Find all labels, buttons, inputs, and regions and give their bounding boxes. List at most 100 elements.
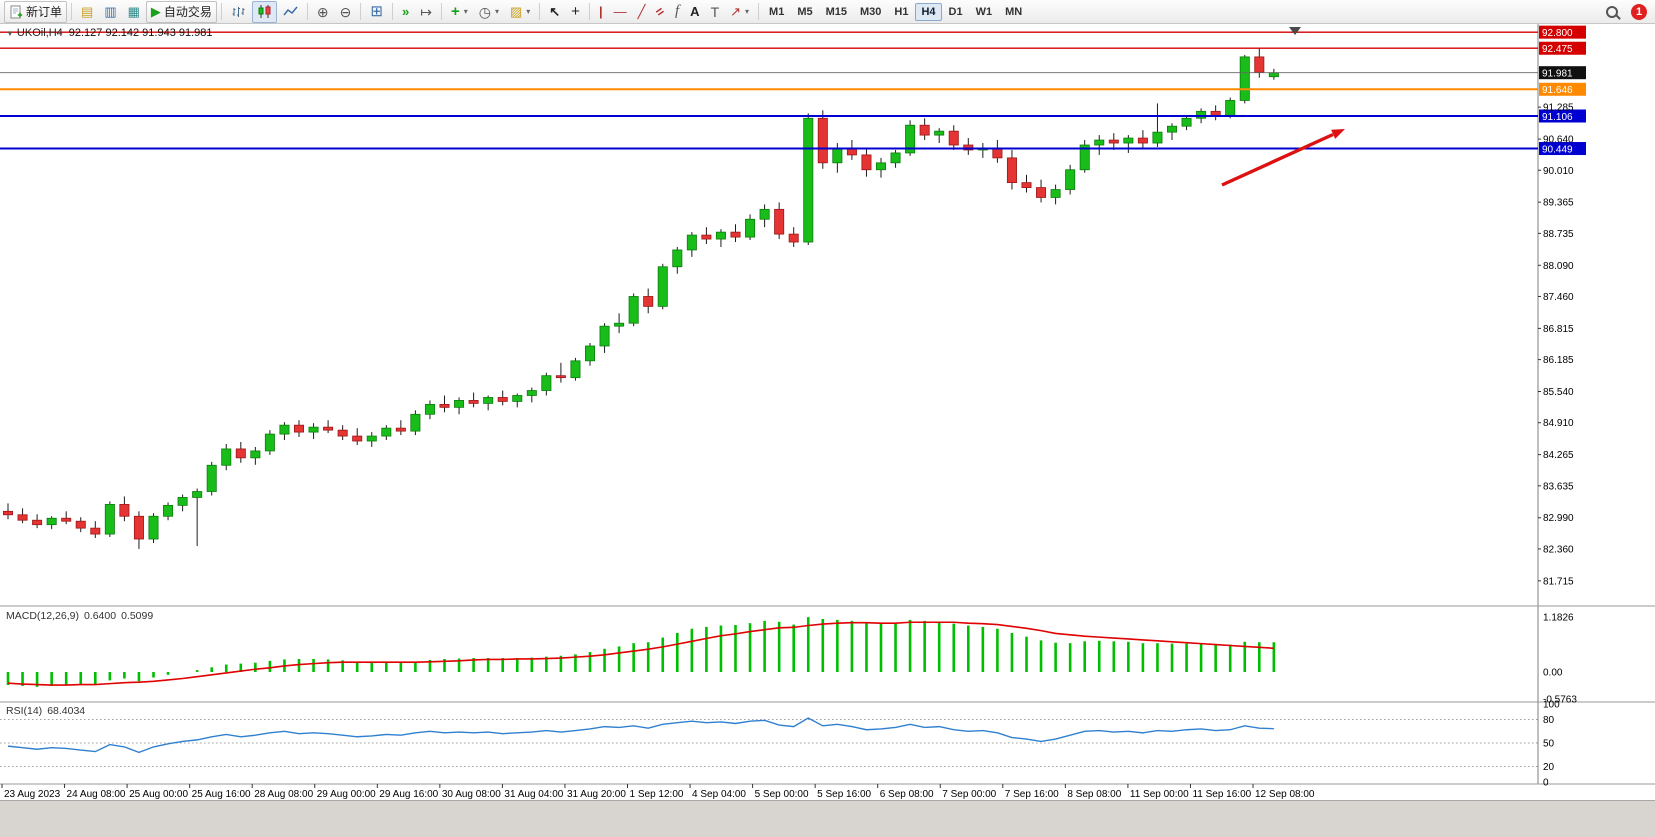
candlestick — [395, 420, 406, 436]
candlestick — [439, 395, 450, 413]
candlestick — [701, 227, 712, 245]
vertical-line-tool-button[interactable]: | — [594, 1, 608, 23]
candlestick — [788, 227, 799, 247]
svg-text:86.185: 86.185 — [1543, 355, 1574, 366]
rsi-indicator — [7, 717, 1274, 754]
svg-text:84.910: 84.910 — [1543, 418, 1574, 429]
svg-text:29 Aug 16:00: 29 Aug 16:00 — [379, 789, 438, 800]
svg-text:89.365: 89.365 — [1543, 198, 1574, 209]
candlestick — [308, 423, 319, 440]
notification-badge[interactable]: 1 — [1631, 3, 1647, 20]
pane-separators — [0, 24, 1655, 785]
candlestick — [75, 517, 86, 533]
chart-shift-button[interactable]: ↦ — [415, 1, 437, 23]
candlestick — [32, 514, 43, 529]
timeframe-m15-button[interactable]: M15 — [825, 5, 848, 18]
candlestick — [905, 120, 916, 156]
current-price-label — [1539, 66, 1586, 80]
svg-text:82.990: 82.990 — [1543, 513, 1574, 524]
timeframe-h4-button[interactable]: H4 — [915, 2, 942, 21]
svg-text:8 Sep 08:00: 8 Sep 08:00 — [1067, 789, 1121, 800]
candlestick — [555, 362, 566, 383]
candlestick — [1137, 130, 1148, 148]
templates-button[interactable]: ▨ ▾ — [505, 1, 535, 23]
candlestick — [1050, 184, 1061, 205]
svg-text:6 Sep 08:00: 6 Sep 08:00 — [880, 789, 934, 800]
search-button[interactable] — [1601, 1, 1623, 23]
crosshair-button[interactable]: + — [566, 1, 585, 23]
cursor-button[interactable]: ↖ — [544, 1, 565, 23]
candlestick — [61, 511, 72, 525]
candlestick — [876, 157, 887, 178]
candlestick — [643, 288, 654, 314]
rsi-label: RSI(14) 68.4034 — [6, 705, 85, 717]
text-label-tool-button[interactable]: T — [706, 1, 725, 23]
candlestick — [119, 496, 130, 522]
toolbar-separator — [306, 3, 308, 20]
text-tool-button[interactable]: A — [685, 1, 704, 23]
candlestick — [570, 357, 581, 381]
candlestick — [104, 501, 115, 538]
zoom-in-button[interactable]: ⊕ — [312, 1, 334, 23]
svg-text:92.475: 92.475 — [1542, 44, 1573, 55]
auto-scroll-button[interactable]: » — [397, 1, 414, 23]
timeframe-d1-button[interactable]: D1 — [948, 5, 963, 18]
horizontal-lines-layer[interactable] — [0, 31, 1538, 150]
fibonacci-tool-button[interactable]: f — [670, 1, 684, 23]
line-chart-button[interactable] — [278, 1, 303, 23]
autotrading-play-icon: ▶ — [150, 4, 161, 19]
macd-main-value: 0.6400 — [83, 610, 117, 622]
cursor-icon: ↖ — [549, 4, 561, 19]
arrow-annotation[interactable] — [1221, 129, 1345, 187]
svg-text:50: 50 — [1543, 739, 1555, 750]
timeframe-mn-button[interactable]: MN — [1005, 5, 1023, 18]
chart-window: 92.800 92.475 91.646 91.106 90.449 91.981 91.2… — [0, 24, 1655, 800]
chevron-down-icon: ▾ — [463, 7, 468, 16]
chart-canvas[interactable]: 92.800 92.475 91.646 91.106 90.449 91.981 91.2… — [0, 24, 1655, 800]
timeframe-w1-button[interactable]: W1 — [975, 5, 993, 18]
rsi-line — [7, 717, 1274, 754]
indicators-button[interactable]: + ▾ — [446, 1, 473, 23]
chart-shift-marker[interactable] — [1289, 27, 1301, 35]
time-axis: 23 Aug 2023 24 Aug 08:00 25 Aug 00:00 25 Au… — [1, 784, 1315, 800]
timeframe-m30-button[interactable]: M30 — [860, 5, 882, 18]
timeframe-m5-button[interactable]: M5 — [797, 5, 813, 18]
zoom-in-icon: ⊕ — [316, 3, 329, 20]
market-watch-button[interactable]: ▦ — [123, 1, 145, 23]
svg-text:5 Sep 16:00: 5 Sep 16:00 — [817, 789, 871, 800]
channel-icon: = — [652, 3, 668, 20]
candlestick — [352, 428, 363, 445]
chart-marker-icon: ▼ — [6, 29, 14, 38]
timeframe-m1-button[interactable]: M1 — [769, 5, 785, 18]
svg-text:25 Aug 16:00: 25 Aug 16:00 — [192, 789, 251, 800]
autotrading-button[interactable]: ▶ 自动交易 — [145, 0, 217, 23]
new-order-button[interactable]: 新订单 — [4, 0, 68, 23]
new-chart-button[interactable]: ▤ — [76, 1, 98, 23]
candlestick — [410, 410, 421, 436]
candlestick-chart-button[interactable] — [251, 0, 277, 23]
bar-chart-icon — [232, 7, 245, 17]
zoom-out-button[interactable]: ⊖ — [335, 1, 357, 23]
candlestick — [293, 420, 304, 438]
indicators-plus-icon: + — [450, 3, 460, 20]
search-icon — [1606, 5, 1618, 18]
periods-button[interactable]: ◷ ▾ — [474, 1, 504, 23]
tile-windows-button[interactable]: ⊞ — [365, 1, 388, 23]
candlestick — [468, 392, 479, 408]
trendline-tool-button[interactable]: ╱ — [633, 1, 651, 23]
chart-title: ▼ UKOil,H4 92.127 92.142 91.943 91.981 — [6, 27, 213, 39]
profiles-button[interactable]: ▥ — [99, 1, 121, 23]
svg-text:85.540: 85.540 — [1543, 387, 1574, 398]
candlestick — [337, 425, 348, 441]
arrows-tool-button[interactable]: ↗ ▾ — [725, 1, 754, 23]
svg-text:30 Aug 08:00: 30 Aug 08:00 — [442, 789, 501, 800]
timeframe-h1-button[interactable]: H1 — [894, 5, 909, 18]
channel-tool-button[interactable]: = — [651, 1, 669, 23]
bottom-panel-area — [0, 800, 1655, 837]
horizontal-line-tool-button[interactable]: — — [609, 1, 632, 23]
rsi-value: 68.4034 — [47, 705, 86, 717]
bar-chart-button[interactable] — [226, 1, 251, 23]
line-chart-icon — [283, 6, 298, 16]
svg-text:88.735: 88.735 — [1543, 229, 1574, 240]
